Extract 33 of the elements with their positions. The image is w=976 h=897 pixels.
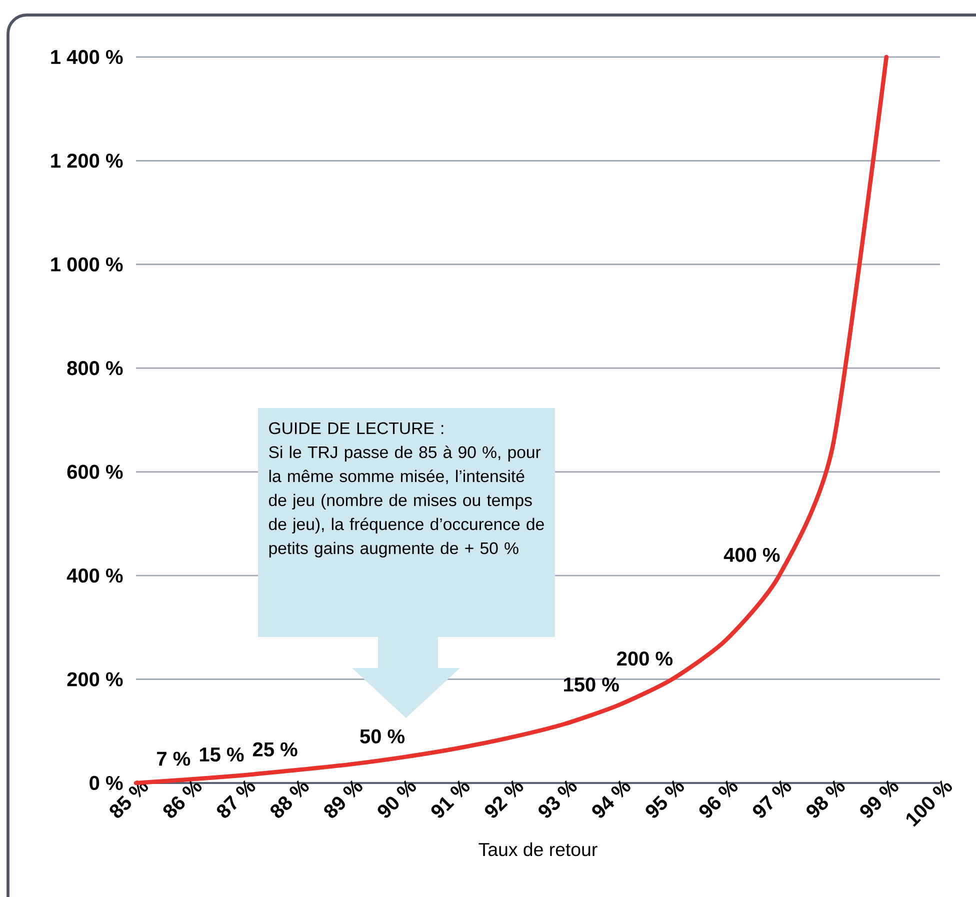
y-tick-label: 0 % xyxy=(90,776,123,790)
data-label: 200 % xyxy=(617,652,673,666)
y-tick-label: 400 % xyxy=(66,568,123,583)
x-tick-label: 94 % xyxy=(592,780,630,818)
data-label: 400 % xyxy=(724,548,780,562)
annotation: GUIDE DE LECTURE : xyxy=(269,422,444,434)
x-tick-label: 91 % xyxy=(431,780,470,818)
x-tick-label: 99 % xyxy=(860,780,898,818)
x-tick-label: 90 % xyxy=(378,780,416,818)
x-tick-label: 93 % xyxy=(538,780,577,818)
x-axis-title: Taux de retour xyxy=(478,842,598,856)
x-tick-label: 86 % xyxy=(163,780,202,818)
data-label: 150 % xyxy=(564,677,619,692)
y-tick-label: 200 % xyxy=(67,672,123,686)
y-tick-label: 800 % xyxy=(67,361,123,376)
x-tick-label: 98 % xyxy=(806,780,845,818)
y-tick-label: 1 200 % xyxy=(51,154,123,168)
x-tick-label: 97 % xyxy=(752,780,792,818)
data-label: 50 % xyxy=(360,729,405,744)
x-tick-label: 96 % xyxy=(699,780,738,818)
annotation: Si le TRJ passe de 85 à 90 %, pour la même somme misée, l’intensité de jeu (nombre de mises ou temps de jeu), la fréquence d’occurence de petits gains augmente de + 50 % xyxy=(268,446,544,558)
x-tick-label: 100 % xyxy=(906,780,952,827)
data-label: 15 % xyxy=(200,748,244,762)
y-tick-label: 1 400 % xyxy=(51,50,123,64)
data-label: 7 % xyxy=(157,752,190,766)
x-tick-label: 89 % xyxy=(324,780,362,818)
x-tick-label: 87 % xyxy=(216,780,256,818)
x-tick-label: 88 % xyxy=(270,780,309,818)
x-tick-label: 92 % xyxy=(484,780,524,818)
data-label: 25 % xyxy=(252,742,298,756)
y-tick-label: 1 000 % xyxy=(51,257,123,272)
y-tick-label: 600 % xyxy=(67,464,123,479)
x-tick-label: 95 % xyxy=(646,780,684,818)
